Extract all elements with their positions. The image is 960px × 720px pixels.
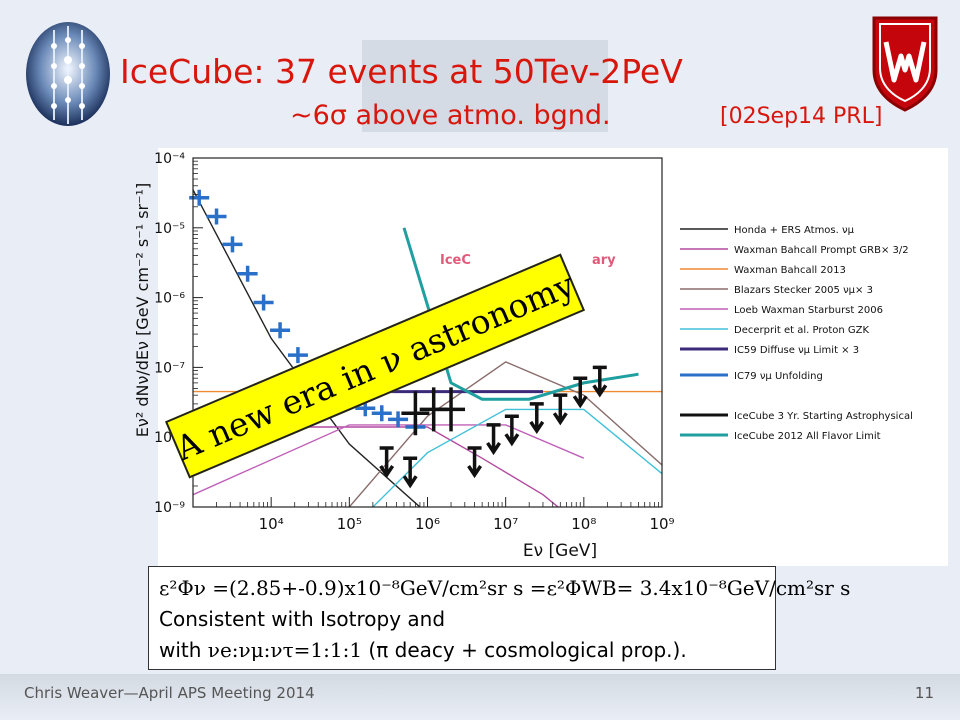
upper-limit-arrow bbox=[572, 376, 588, 409]
unfolding-point bbox=[222, 236, 243, 253]
legend-label: Blazars Stecker 2005 νμ× 3 bbox=[734, 285, 873, 296]
legend-label: Decerprit et al. Proton GZK bbox=[734, 325, 869, 336]
unfolding-point bbox=[371, 405, 392, 422]
uw-crest-logo bbox=[872, 16, 938, 112]
overlay-label-right: ary bbox=[592, 253, 616, 268]
upper-limit-arrow bbox=[379, 446, 395, 479]
series-line-4 bbox=[193, 424, 585, 496]
upper-limit-arrow bbox=[402, 456, 418, 489]
y-tick-label: 10⁻⁹ bbox=[154, 500, 185, 516]
footer-text: Chris Weaver—April APS Meeting 2014 bbox=[24, 684, 315, 702]
unfolding-point bbox=[253, 294, 274, 311]
x-tick-label: 10⁹ bbox=[649, 515, 674, 533]
upper-limit-arrow bbox=[552, 393, 568, 426]
x-tick-label: 10⁷ bbox=[493, 515, 518, 533]
overlay-label-left: IceC bbox=[440, 253, 471, 268]
formula-line-1: ε²Φν =(2.85+-0.9)x10⁻⁸GeV/cm²sr s =ε²ΦWB… bbox=[159, 573, 850, 604]
legend-label: Waxman Bahcall Prompt GRB× 3/2 bbox=[734, 245, 909, 256]
upper-limit-arrow bbox=[467, 446, 483, 479]
y-axis-label: Eν² dNν/dEν [GeV cm⁻² s⁻¹ sr⁻¹] bbox=[133, 183, 152, 437]
reference-note: [02Sep14 PRL] bbox=[720, 104, 883, 129]
icecube-logo bbox=[26, 22, 110, 126]
legend-label: Waxman Bahcall 2013 bbox=[734, 265, 846, 276]
slide-title: IceCube: 37 events at 50Tev-2PeV bbox=[120, 52, 683, 91]
legend-label: IC59 Diffuse νμ Limit × 3 bbox=[734, 345, 859, 356]
slide-subtitle: ~6σ above atmo. bgnd. bbox=[290, 100, 611, 131]
upper-limit-arrow bbox=[529, 402, 545, 435]
line3-suffix: (π deacy + cosmological prop.). bbox=[362, 638, 687, 662]
unfolding-point bbox=[237, 265, 258, 282]
upper-limit-arrow bbox=[592, 365, 608, 398]
wb-value: = 3.4x10⁻⁸GeV/cm²sr s bbox=[616, 576, 851, 600]
legend-label: IC79 νμ Unfolding bbox=[734, 371, 823, 382]
formula-line-2: Consistent with Isotropy and bbox=[159, 607, 446, 631]
flux-value: =(2.85+-0.9)x10⁻⁸GeV/cm²sr s = bbox=[205, 576, 547, 600]
starting-point bbox=[437, 387, 466, 432]
legend-label: IceCube 3 Yr. Starting Astrophysical bbox=[734, 411, 913, 422]
legend-label: Honda + ERS Atmos. νμ bbox=[734, 225, 855, 236]
series-line-3 bbox=[348, 361, 662, 507]
footer-bar bbox=[0, 674, 960, 720]
upper-limit-arrow bbox=[486, 423, 502, 456]
x-tick-label: 10⁶ bbox=[415, 515, 440, 533]
x-axis-label: Eν [GeV] bbox=[523, 541, 597, 561]
plot-panel bbox=[158, 148, 948, 566]
x-tick-label: 10⁸ bbox=[571, 515, 596, 533]
flux-symbol: ε²Φν bbox=[159, 576, 206, 600]
unfolding-point bbox=[388, 411, 409, 428]
title-background-patch bbox=[362, 40, 608, 132]
y-tick-label: 10⁻⁴ bbox=[154, 151, 185, 167]
formula-box: ε²Φν =(2.85+-0.9)x10⁻⁸GeV/cm²sr s =ε²ΦWB… bbox=[148, 566, 850, 670]
line3-prefix: with bbox=[159, 638, 208, 662]
y-tick-label: 10⁻⁷ bbox=[154, 360, 185, 376]
unfolding-point bbox=[189, 189, 210, 206]
wb-symbol: ε²ΦWB bbox=[546, 576, 617, 600]
legend-label: Loeb Waxman Starburst 2006 bbox=[734, 305, 883, 316]
formula-line-3: with νe:νμ:ντ=1:1:1 (π deacy + cosmologi… bbox=[159, 635, 765, 666]
upper-limit-arrow bbox=[504, 414, 520, 447]
legend-label: IceCube 2012 All Flavor Limit bbox=[734, 431, 881, 442]
x-tick-label: 10⁵ bbox=[337, 515, 362, 533]
starting-point bbox=[401, 391, 430, 436]
y-tick-label: 10⁻⁶ bbox=[154, 291, 185, 307]
unfolding-point bbox=[287, 347, 308, 364]
page-number: 11 bbox=[914, 684, 934, 702]
flavor-ratio: νe:νμ:ντ=1:1:1 bbox=[207, 638, 363, 662]
y-tick-label: 10⁻⁵ bbox=[154, 221, 185, 237]
unfolding-point bbox=[206, 208, 227, 225]
x-tick-label: 10⁴ bbox=[259, 515, 284, 533]
unfolding-point bbox=[270, 322, 291, 339]
